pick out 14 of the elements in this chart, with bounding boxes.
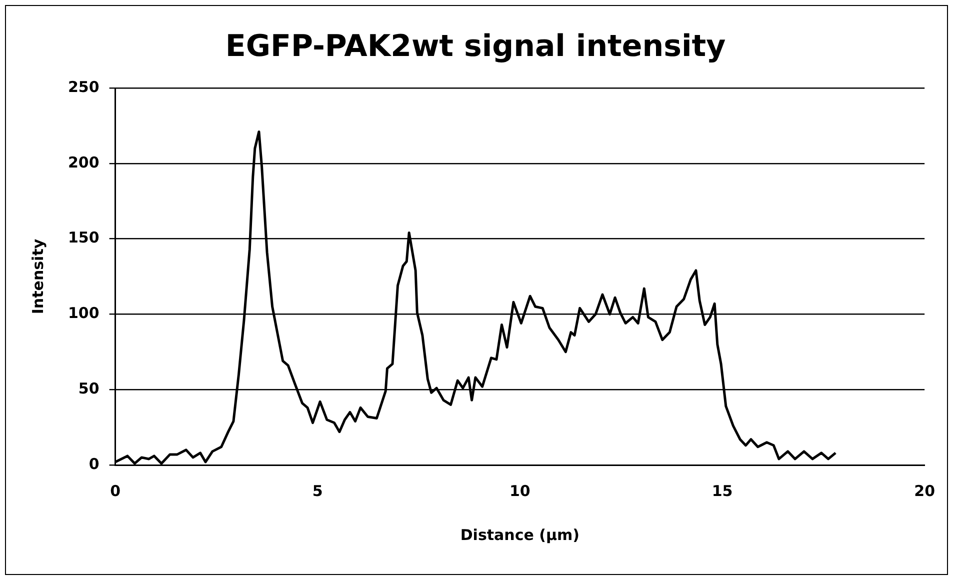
x-tick-label: 5: [312, 482, 323, 500]
x-tick-label: 0: [110, 482, 121, 500]
y-tick-label: 0: [88, 454, 100, 473]
y-tick-label: 250: [68, 78, 100, 96]
x-tick-label: 10: [510, 482, 530, 500]
y-tick-label: 100: [68, 304, 100, 322]
y-axis-title: Intensity: [28, 238, 47, 314]
x-tick-label: 20: [914, 482, 935, 500]
x-tick-label: 15: [712, 482, 733, 500]
y-tick-label: 50: [78, 379, 100, 398]
chart-title: EGFP-PAK2wt signal intensity: [225, 28, 726, 64]
x-axis-title: Distance (µm): [460, 526, 580, 544]
y-tick-label: 150: [68, 228, 100, 247]
y-tick-label: 200: [68, 153, 100, 172]
